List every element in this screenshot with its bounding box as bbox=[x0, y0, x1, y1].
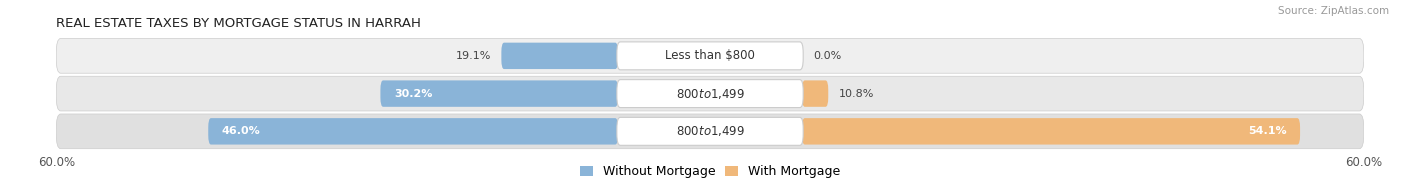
FancyBboxPatch shape bbox=[617, 80, 803, 108]
Text: REAL ESTATE TAXES BY MORTGAGE STATUS IN HARRAH: REAL ESTATE TAXES BY MORTGAGE STATUS IN … bbox=[56, 17, 422, 30]
Legend: Without Mortgage, With Mortgage: Without Mortgage, With Mortgage bbox=[575, 160, 845, 183]
Text: 46.0%: 46.0% bbox=[222, 126, 260, 136]
Text: 0.0%: 0.0% bbox=[814, 51, 842, 61]
FancyBboxPatch shape bbox=[801, 118, 1301, 144]
FancyBboxPatch shape bbox=[502, 43, 619, 69]
FancyBboxPatch shape bbox=[801, 80, 828, 107]
Text: 54.1%: 54.1% bbox=[1249, 126, 1286, 136]
Text: $800 to $1,499: $800 to $1,499 bbox=[675, 124, 745, 138]
FancyBboxPatch shape bbox=[617, 117, 803, 145]
FancyBboxPatch shape bbox=[56, 76, 1364, 111]
FancyBboxPatch shape bbox=[56, 38, 1364, 73]
FancyBboxPatch shape bbox=[208, 118, 619, 144]
FancyBboxPatch shape bbox=[381, 80, 619, 107]
Text: $800 to $1,499: $800 to $1,499 bbox=[675, 87, 745, 101]
Text: 30.2%: 30.2% bbox=[394, 89, 433, 99]
Text: 19.1%: 19.1% bbox=[456, 51, 491, 61]
FancyBboxPatch shape bbox=[56, 114, 1364, 149]
Text: Source: ZipAtlas.com: Source: ZipAtlas.com bbox=[1278, 6, 1389, 16]
FancyBboxPatch shape bbox=[617, 42, 803, 70]
Text: 10.8%: 10.8% bbox=[838, 89, 875, 99]
Text: Less than $800: Less than $800 bbox=[665, 49, 755, 62]
